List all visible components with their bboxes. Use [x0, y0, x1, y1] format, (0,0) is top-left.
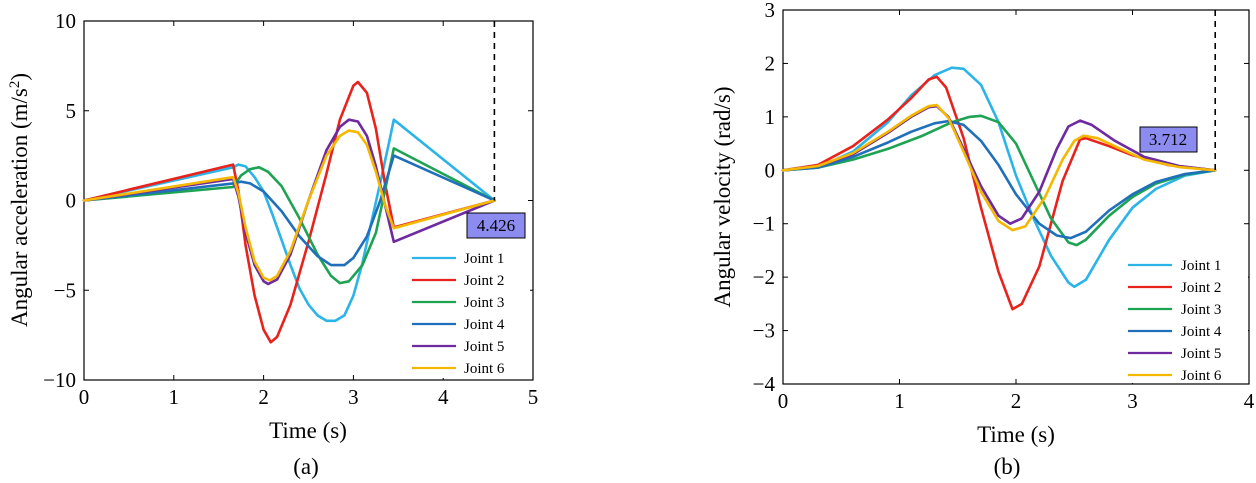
chart-a-annotation-box	[466, 212, 526, 239]
chart-a-legend-label-2: Joint 2	[464, 273, 504, 289]
chart-a-ytick-label: 0	[66, 189, 77, 213]
chart-a-xlabel: Time (s)	[269, 418, 347, 443]
chart-b-legend-label-3: Joint 3	[1181, 302, 1221, 318]
chart-a-annotation-text: 4.426	[477, 216, 515, 235]
chart-a-xtick-label: 1	[169, 385, 180, 409]
chart-a-legend-bg	[410, 246, 530, 378]
chart-b-legend-label-2: Joint 2	[1181, 280, 1221, 296]
chart-b-panel-label: (b)	[994, 454, 1021, 479]
chart-a-xtick-label: 2	[258, 385, 269, 409]
chart-b-legend-label-6: Joint 6	[1181, 368, 1222, 384]
chart-b-series-joint-4	[781, 119, 1217, 240]
chart-a-series-joint-2	[82, 80, 496, 344]
chart-a-legend-label-3: Joint 3	[464, 295, 504, 311]
chart-a-xtick-label: 3	[348, 385, 359, 409]
chart-b-legend-label-1: Joint 1	[1181, 258, 1221, 274]
chart-a-annotation: 4.426	[466, 212, 526, 239]
chart-a-series-joint-1	[82, 118, 496, 323]
chart-b-series-joint-3	[781, 114, 1217, 247]
chart-a-series-joint-6	[82, 129, 496, 282]
chart-b-ytick-label: 2	[765, 51, 776, 75]
chart-a-legend: Joint 1 Joint 2 Joint 3 Joint 4 Joint 5 Joint…	[410, 246, 530, 378]
chart-b-annotation: 3.712	[1139, 126, 1198, 153]
chart-a-xtick-label: 5	[528, 385, 539, 409]
chart-a-xtick-label: 0	[79, 385, 90, 409]
chart-a-legend-label-5: Joint 5	[464, 339, 504, 355]
chart-b-ytick-label: −3	[753, 319, 775, 343]
chart-a-legend-label-1: Joint 1	[464, 251, 504, 267]
chart-b-xtick-label: 4	[1244, 389, 1255, 413]
chart-b-legend-label-4: Joint 4	[1181, 324, 1222, 340]
chart-b-ytick-label: −1	[753, 212, 775, 236]
chart-b-ytick-label: −2	[753, 265, 775, 289]
chart-a-ytick-label: −5	[54, 278, 76, 302]
chart-b-legend-bg	[1126, 253, 1248, 383]
chart-b-xtick-label: 2	[1011, 389, 1022, 413]
chart-b-ytick-label: 1	[765, 105, 776, 129]
chart-b-ylabel: Angular velocity (rad/s)	[710, 87, 735, 308]
chart-b-series-joint-2	[781, 75, 1217, 311]
chart-b-legend: Joint 1 Joint 2 Joint 3 Joint 4 Joint 5 Joint…	[1126, 253, 1248, 384]
chart-b-xtick-label: 1	[894, 389, 905, 413]
chart-a-ytick-label: 5	[66, 99, 77, 123]
chart-a-xtick-label: 4	[438, 385, 449, 409]
chart-a-ytick-label: −10	[43, 368, 76, 392]
chart-a-panel-label: (a)	[293, 454, 319, 479]
chart-b-xtick-label: 0	[778, 389, 789, 413]
chart-a-series-joint-4	[82, 154, 496, 267]
chart-a-ytick-label: 10	[55, 9, 76, 33]
chart-b-legend-label-5: Joint 5	[1181, 346, 1221, 362]
chart-b-ytick-label: 0	[765, 158, 776, 182]
chart-b-ytick-label: 3	[765, 0, 776, 22]
chart-a-legend-label-6: Joint 6	[464, 361, 505, 377]
chart-b-xlabel: Time (s)	[977, 422, 1055, 447]
chart-a-ylabel: Angular acceleration (m/s2)	[7, 73, 32, 327]
chart-a-legend-label-4: Joint 4	[464, 317, 505, 333]
chart-b-ytick-label: −4	[753, 372, 776, 396]
chart-b-series-joint-6	[781, 103, 1217, 232]
chart-b-annotation-text: 3.712	[1149, 130, 1187, 149]
chart-b-xtick-label: 3	[1127, 389, 1138, 413]
chart-b-annotation-box	[1139, 126, 1198, 153]
